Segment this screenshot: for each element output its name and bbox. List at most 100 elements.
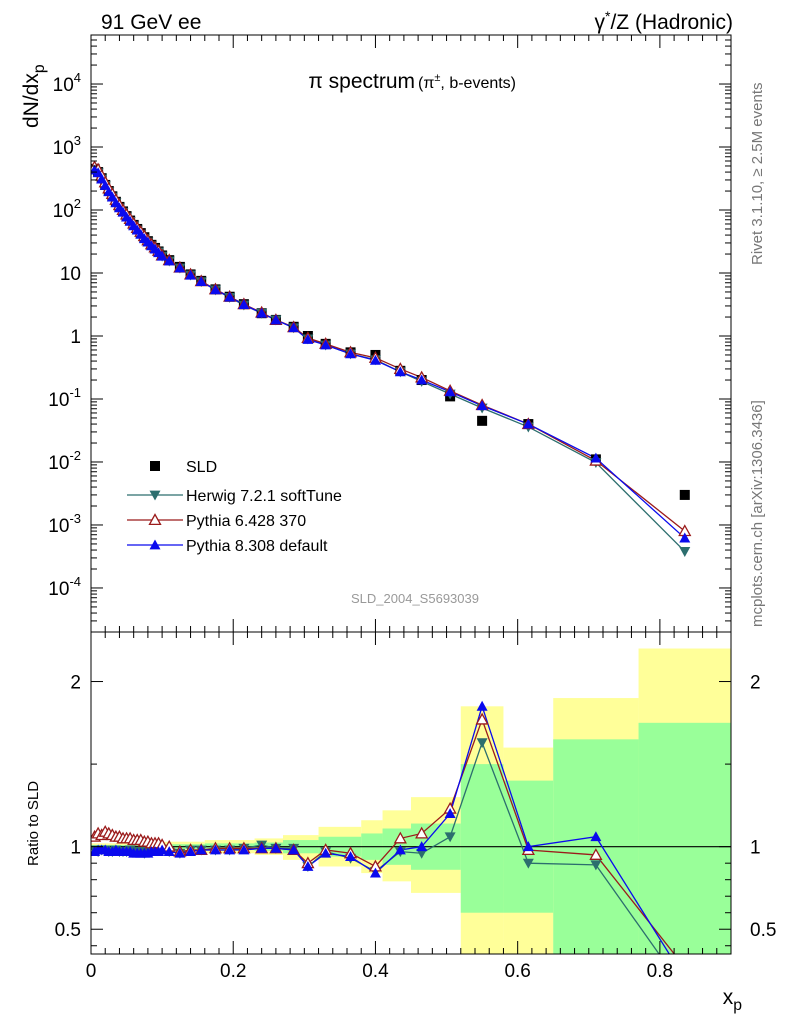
y-tick-label: 103 [53,133,81,159]
data-point [96,173,108,184]
ratio-point [195,844,207,855]
ratio-y-tick-label-right: 0.5 [750,920,776,941]
legend-item: Pythia 8.308 default [127,538,328,555]
data-point [185,269,197,280]
series-pythia-6-428-370 [91,160,692,537]
ratio-plot: 0.5 0.5 1 1 2 2 0 0.2 0.4 0.6 0.8 Ratio to SLD xp [25,631,776,1014]
series-pythia-8-308-default [91,164,691,543]
x-axis-label: xp [723,986,743,1014]
ratio-point [393,831,407,844]
data-point [444,386,456,397]
data-point [270,314,282,325]
data-point [302,333,314,344]
mcplots-label: mcplots.cern.ch [arXiv:1306.3436] [749,400,766,627]
y-tick-label: 1 [70,327,81,348]
data-point [345,348,357,359]
ratio-point [415,826,429,839]
x-tick-label: 0.8 [647,961,673,982]
data-point [92,167,104,178]
x-tick-label: 0.2 [220,961,246,982]
rivet-label: Rivet 3.1.10, ≥ 2.5M events [749,83,766,266]
process-label: γ*/Z (Hadronic) [595,8,733,34]
x-tick-label: 0.6 [504,961,530,982]
ratio-point [416,848,428,859]
ratio-point [590,860,602,871]
ratio-plot-frame [90,631,732,955]
data-point [477,415,488,426]
y-tick-label: 10-3 [48,511,81,537]
ratio-point [163,846,175,857]
data-point [590,452,602,463]
ratio-point [522,858,534,869]
uncertainty-band-inner [460,764,504,913]
ratio-point [238,844,250,855]
ratio-point [394,844,406,855]
series-line-herwig-7-2-1-softtune [94,168,686,552]
ratio-point [256,842,268,853]
plot-title-main: π spectrum [308,70,415,93]
ratio-y-tick-label: 1 [70,838,81,859]
data-point [522,418,534,429]
ratio-y-tick-label: 0.5 [55,920,81,941]
legend-marker [150,461,160,471]
series-line-pythia-8-308-default [94,169,686,539]
legend-marker [149,490,161,501]
data-point [99,179,111,190]
watermark: SLD_2004_S5693039 [351,591,479,606]
data-point [394,366,406,377]
data-point [679,532,691,543]
data-point [174,262,186,273]
ratio-point [522,841,534,852]
ratio-point [224,844,236,855]
ratio-point [209,844,221,855]
ratio-point [679,962,690,972]
data-point [156,250,168,261]
ratio-y-tick-label-right: 1 [750,838,761,859]
y-tick-label: 10-4 [48,574,81,600]
plot-title: π spectrum (π±, b-events) [308,70,516,93]
energy-label: 91 GeV ee [101,11,201,34]
y-tick-label: 10-1 [48,385,81,411]
main-ylabel: dN/dxp [20,64,48,128]
legend-label: Pythia 6.428 370 [186,513,306,530]
ratio-point [476,700,488,711]
legend-marker [149,539,161,550]
data-point [256,307,268,318]
legend-label: Herwig 7.2.1 softTune [186,488,342,505]
data-point [476,400,488,411]
y-tick-label: 104 [53,70,81,96]
ratio-point [185,846,197,857]
ratio-point [476,738,488,749]
ratio-point [302,860,314,871]
y-tick-label: 10 [60,264,81,285]
data-point [224,291,236,302]
data-point [163,255,175,266]
uncertainty-band-inner [638,722,731,954]
ratio-point [320,847,332,858]
data-point [320,339,332,350]
legend-item: Pythia 6.428 370 [127,513,306,530]
legend: SLD Herwig 7.2.1 softTune Pythia 6.428 370… [127,459,342,555]
ratio-ylabel: Ratio to SLD [25,781,42,866]
ratio-y-tick-label: 2 [70,673,81,694]
data-point [416,374,428,385]
ratio-point [679,986,690,996]
plot-title-sub: (π±, b-events) [418,72,516,92]
legend-marker [148,513,162,526]
series-line-pythia-6-428-370 [94,166,686,532]
data-point [288,322,300,333]
legend-label: Pythia 8.308 default [186,538,328,555]
ratio-point [369,867,381,878]
data-point [195,276,207,287]
legend-item: SLD [150,459,217,476]
ratio-point [475,712,489,725]
ratio-point [270,842,282,853]
y-tick-label: 102 [53,196,81,222]
series-herwig-7-2-1-softtune [91,165,691,557]
main-plot: 10-4 10-3 10-2 10-1 1 10 102 103 104 dN/dxp π sp… [20,34,732,633]
ratio-point [679,973,690,983]
y-tick-label: 10-2 [48,448,81,474]
ratio-point [174,847,186,858]
data-point [209,284,221,295]
